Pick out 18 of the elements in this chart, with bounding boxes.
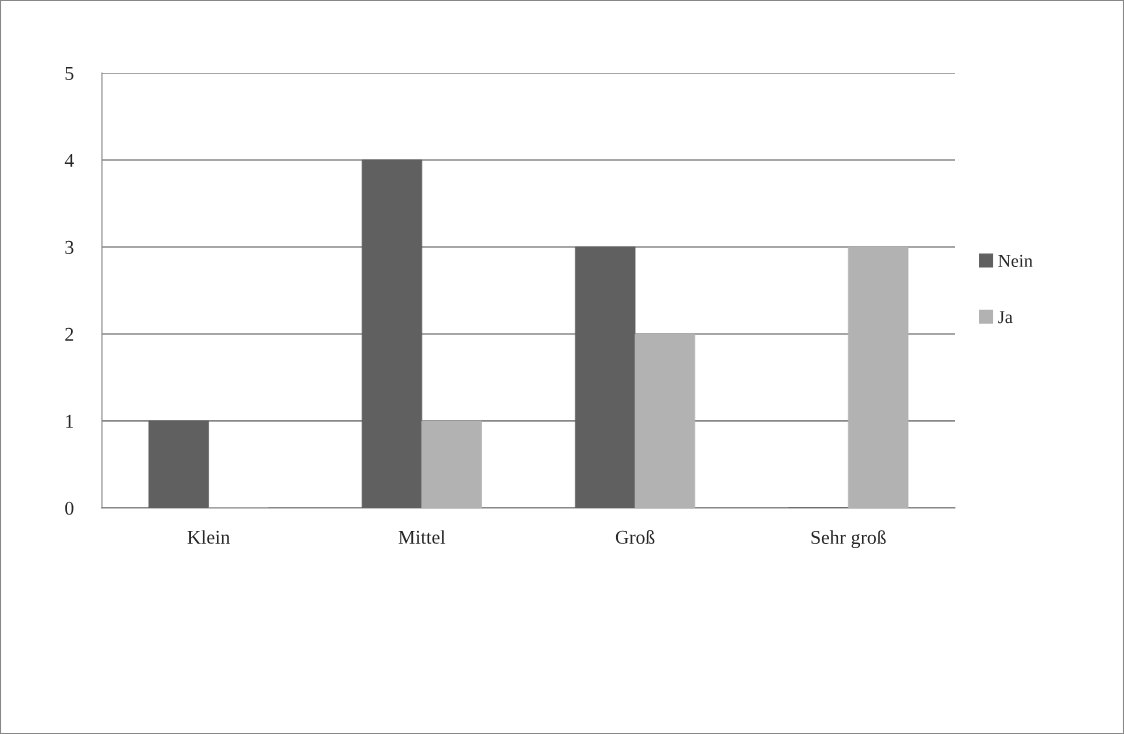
bar (575, 246, 636, 508)
bar (847, 246, 909, 508)
y-tick-label: 5 (65, 67, 74, 80)
legend-label: Ja (998, 311, 1013, 324)
bar (634, 333, 696, 508)
bar (148, 420, 209, 508)
y-tick-label: 1 (66, 414, 73, 428)
x-tick-label: Mittel (398, 530, 446, 544)
y-tick-label: 3 (65, 240, 74, 254)
y-tick-label: 4 (64, 153, 74, 167)
x-tick-label: Klein (187, 530, 230, 544)
y-tick-label: 2 (65, 327, 74, 341)
bar (361, 159, 423, 508)
x-tick-label: Sehr groß (811, 530, 886, 549)
y-tick-label: 0 (65, 501, 74, 515)
x-tick-label: Groß (615, 529, 655, 544)
legend-label: Nein (998, 254, 1033, 267)
bar (421, 420, 482, 508)
